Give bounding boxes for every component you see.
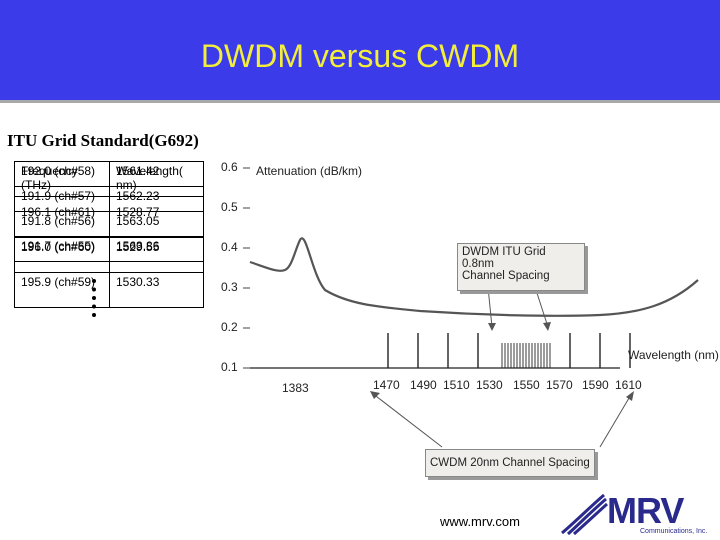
x-axis-title: Wavelength (nm) bbox=[628, 348, 719, 362]
dwdm-callout-line1: DWDM ITU Grid 0.8nm bbox=[462, 246, 546, 270]
table-cell: 191.7 (ch#55) bbox=[14, 236, 110, 262]
x-tick-label: 1490 bbox=[410, 378, 437, 392]
y-tick-label: 0.1 bbox=[221, 360, 238, 374]
cwdm-callout: CWDM 20nm Channel Spacing bbox=[425, 449, 595, 477]
title-band bbox=[0, 0, 720, 103]
x-tick-label: 1550 bbox=[513, 378, 540, 392]
x-tick-label: 1590 bbox=[582, 378, 609, 392]
itu-grid-table-bottom: 192.0 (ch#58) 1561.42 191.9 (ch#57) 1562… bbox=[14, 161, 204, 262]
mrv-logo-icon bbox=[561, 493, 609, 535]
y-tick-label: 0.6 bbox=[221, 160, 238, 174]
table-row: 195.9 (ch#59) 1530.33 bbox=[14, 272, 204, 308]
y-tick-label: 0.5 bbox=[221, 200, 238, 214]
table-cell: 1561.42 bbox=[109, 161, 204, 187]
table-row: 191.7 (ch#55) 1563.86 bbox=[14, 236, 204, 262]
attenuation-curve bbox=[249, 237, 699, 317]
x-tick-label: 1530 bbox=[476, 378, 503, 392]
x-tick-label: 1610 bbox=[615, 378, 642, 392]
x-tick-label: 1470 bbox=[373, 378, 400, 392]
ellipsis-dots bbox=[92, 279, 100, 317]
x-tick-label: 1510 bbox=[443, 378, 470, 392]
table-cell: 191.8 (ch#56) bbox=[14, 211, 110, 237]
dwdm-callout-line2: Channel Spacing bbox=[462, 270, 550, 282]
table-cell: 1562.23 bbox=[109, 186, 204, 212]
y-tick-label: 0.3 bbox=[221, 280, 238, 294]
attenuation-figure bbox=[243, 167, 699, 448]
dwdm-callout-arrows bbox=[487, 286, 549, 328]
slide-subtitle: ITU Grid Standard(G692) bbox=[7, 131, 199, 150]
cwdm-channel-lines bbox=[387, 333, 631, 368]
table-cell: 191.9 (ch#57) bbox=[14, 186, 110, 212]
table-cell: 1530.33 bbox=[109, 272, 204, 308]
slide-title: DWDM versus CWDM bbox=[200, 38, 520, 74]
logo-subtitle: Communications, Inc. bbox=[640, 528, 708, 535]
y-tick-label: 0.2 bbox=[221, 320, 238, 334]
x-tick-label: 1383 bbox=[282, 381, 309, 395]
table-row: 191.9 (ch#57) 1562.23 bbox=[14, 186, 204, 212]
cwdm-callout-arrows bbox=[371, 392, 633, 448]
dwdm-channel-lines bbox=[501, 343, 551, 368]
y-axis-title: Attenuation (dB/km) bbox=[256, 164, 363, 178]
dwdm-callout: DWDM ITU Grid 0.8nm Channel Spacing bbox=[457, 243, 585, 291]
website-url: www.mrv.com bbox=[440, 514, 520, 529]
table-cell: 1563.86 bbox=[109, 236, 204, 262]
x-tick-label: 1570 bbox=[546, 378, 573, 392]
table-row: 191.8 (ch#56) 1563.05 bbox=[14, 211, 204, 237]
table-cell: 1563.05 bbox=[109, 211, 204, 237]
y-tick-label: 0.4 bbox=[221, 240, 238, 254]
logo-wordmark: MRV bbox=[607, 490, 684, 531]
table-row: 192.0 (ch#58) 1561.42 bbox=[14, 161, 204, 187]
table-cell: 192.0 (ch#58) bbox=[14, 161, 110, 187]
